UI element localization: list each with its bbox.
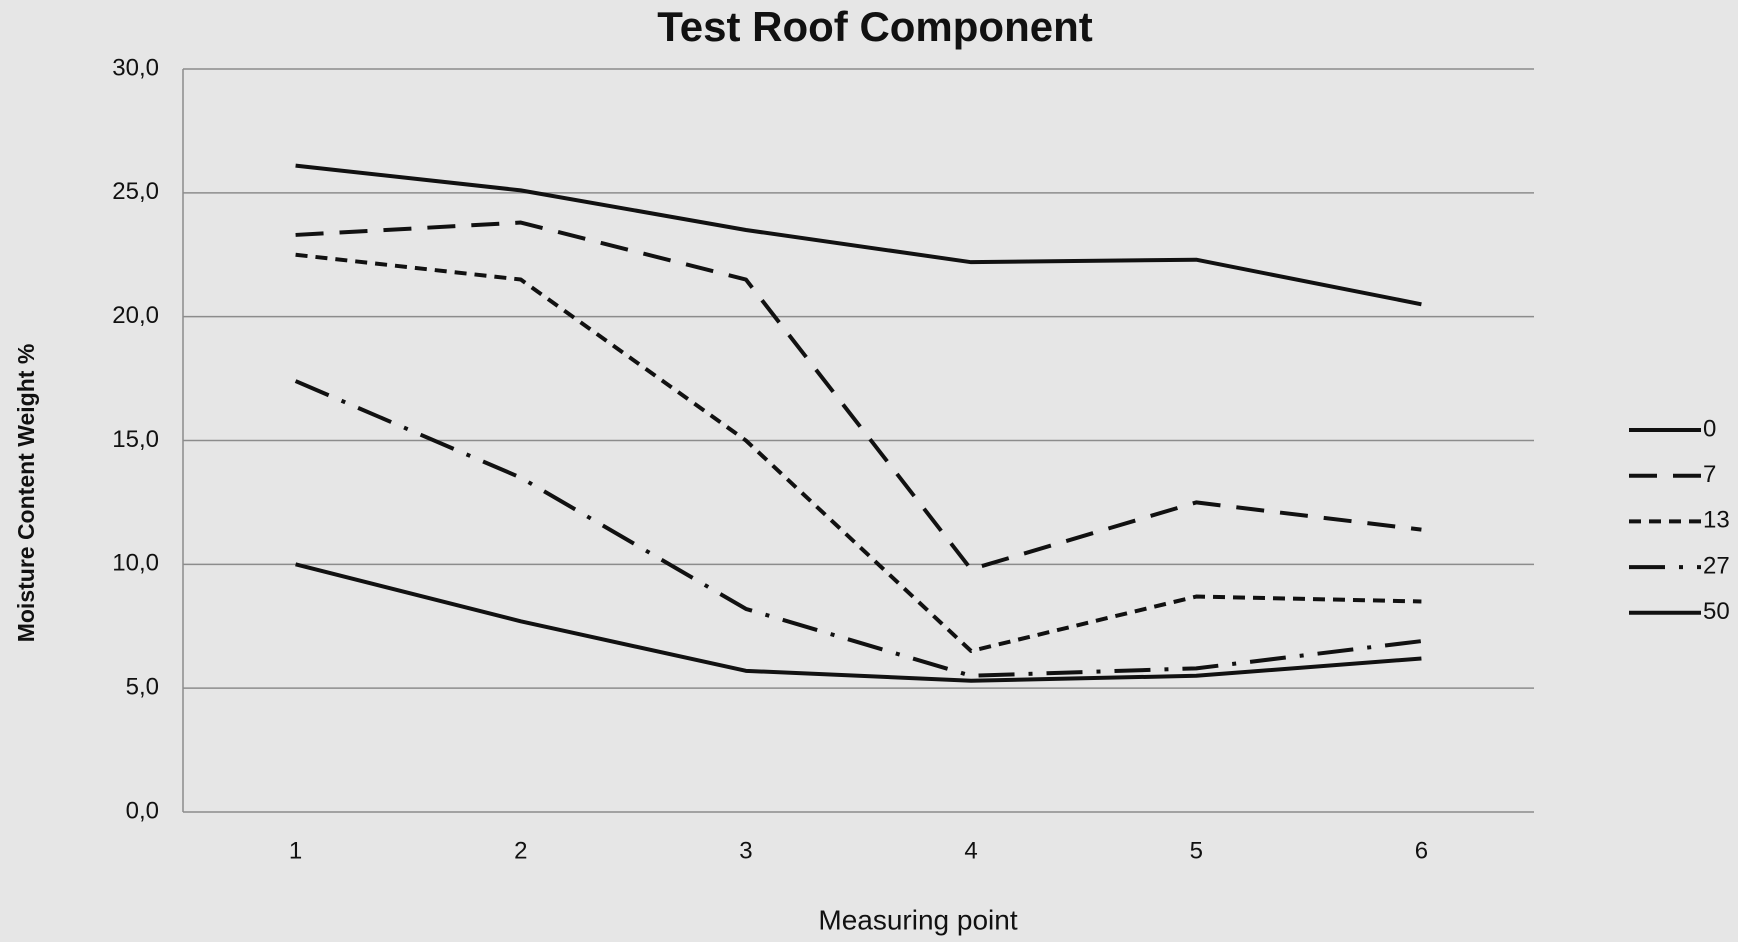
x-tick-label: 2 [514,837,527,864]
chart-title: Test Roof Component [657,3,1093,50]
line-series [294,379,1422,678]
line-series [295,252,1422,654]
y-tick-label: 25,0 [112,178,159,205]
legend-label: 0 [1703,415,1716,442]
legend-label: 27 [1703,552,1730,579]
y-tick-label: 5,0 [126,674,159,701]
x-tick-label: 4 [964,837,977,864]
y-tick-label: 20,0 [112,302,159,329]
x-axis-label: Measuring point [818,904,1017,935]
line-series [295,163,1422,307]
y-tick-label: 15,0 [112,426,159,453]
x-tick-label: 5 [1190,837,1203,864]
legend-label: 7 [1703,461,1716,488]
y-axis-label: Moisture Content Weight % [13,344,39,643]
y-tick-label: 10,0 [112,550,159,577]
x-tick-label: 1 [289,837,302,864]
y-tick-label: 30,0 [112,54,159,81]
y-tick-label: 0,0 [126,797,159,824]
legend-label: 50 [1703,598,1730,625]
line-series [295,562,1422,683]
x-tick-label: 3 [739,837,752,864]
legend-label: 13 [1703,507,1730,534]
line-series [295,220,1422,572]
x-tick-label: 6 [1415,837,1428,864]
